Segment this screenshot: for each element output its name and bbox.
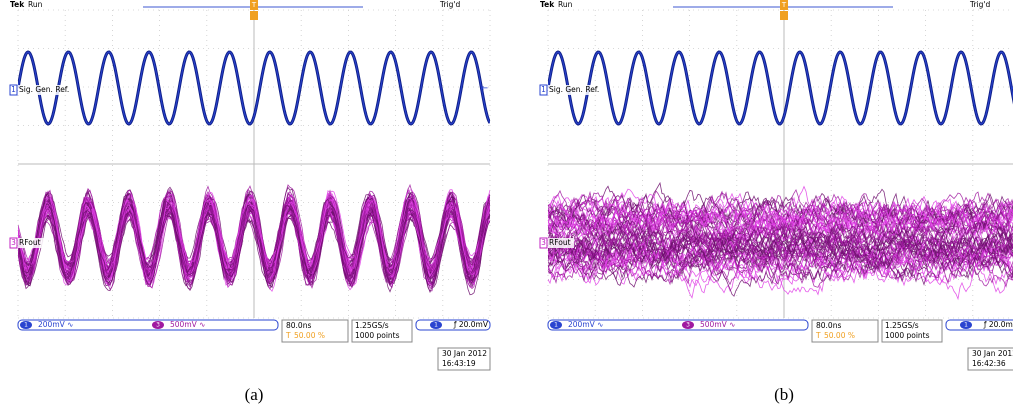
trigger-state: Trig'd <box>439 0 460 9</box>
caption: (a) <box>245 385 264 404</box>
channel-number: 1 <box>11 85 16 94</box>
trigger-icon: T <box>285 331 291 340</box>
trigger-state: Trig'd <box>969 0 990 9</box>
trigger-level: ƒ 20.0mV <box>983 320 1013 329</box>
ch1-scale: 200mV ∿ <box>568 320 603 329</box>
channel-number: 3 <box>541 238 546 247</box>
ch3-number: 3 <box>686 322 690 329</box>
trigger-source: 1 <box>964 322 968 329</box>
trigger-marker-bottom <box>250 11 258 20</box>
trigger-position: 50.00 % <box>294 331 325 340</box>
trigger-marker-bottom <box>780 11 788 20</box>
run-state: Run <box>28 0 43 9</box>
ch1-number: 1 <box>24 322 28 329</box>
channel-number: 3 <box>11 238 16 247</box>
trigger-icon: T <box>815 331 821 340</box>
channel-label: RFout <box>549 238 571 247</box>
brand: Tek <box>10 0 25 9</box>
ch3-scale: 500mV ∿ <box>170 320 205 329</box>
caption: (b) <box>774 385 794 404</box>
run-state: Run <box>558 0 573 9</box>
date: 30 Jan 2012 <box>442 349 487 358</box>
sample-rate: 1.25GS/s <box>885 321 919 330</box>
timebase: 80.0ns <box>816 321 841 330</box>
channel-label: Sig. Gen. Ref. <box>19 85 69 94</box>
trigger-marker: T <box>251 1 257 9</box>
trigger-source: 1 <box>434 322 438 329</box>
trigger-position: 50.00 % <box>824 331 855 340</box>
brand: Tek <box>540 0 555 9</box>
channel-label: RFout <box>19 238 41 247</box>
date: 30 Jan 2012 <box>972 349 1013 358</box>
figure: TekRunTTrig'd←1Sig. Gen. Ref.3RFout1200m… <box>0 0 1013 408</box>
sample-rate: 1.25GS/s <box>355 321 389 330</box>
trigger-level: ƒ 20.0mV <box>453 320 489 329</box>
time: 16:42:36 <box>972 359 1006 368</box>
channel-label: Sig. Gen. Ref. <box>549 85 599 94</box>
ch3-number: 3 <box>156 322 160 329</box>
trigger-marker: T <box>781 1 787 9</box>
timebase: 80.0ns <box>286 321 311 330</box>
ch3-scale: 500mV ∿ <box>700 320 735 329</box>
ch1-number: 1 <box>554 322 558 329</box>
time: 16:43:19 <box>442 359 476 368</box>
channel-number: 1 <box>541 85 546 94</box>
trigger-level-arrow: ← <box>481 84 488 93</box>
ch1-scale: 200mV ∿ <box>38 320 73 329</box>
record-length: 1000 points <box>355 331 400 340</box>
record-length: 1000 points <box>885 331 930 340</box>
